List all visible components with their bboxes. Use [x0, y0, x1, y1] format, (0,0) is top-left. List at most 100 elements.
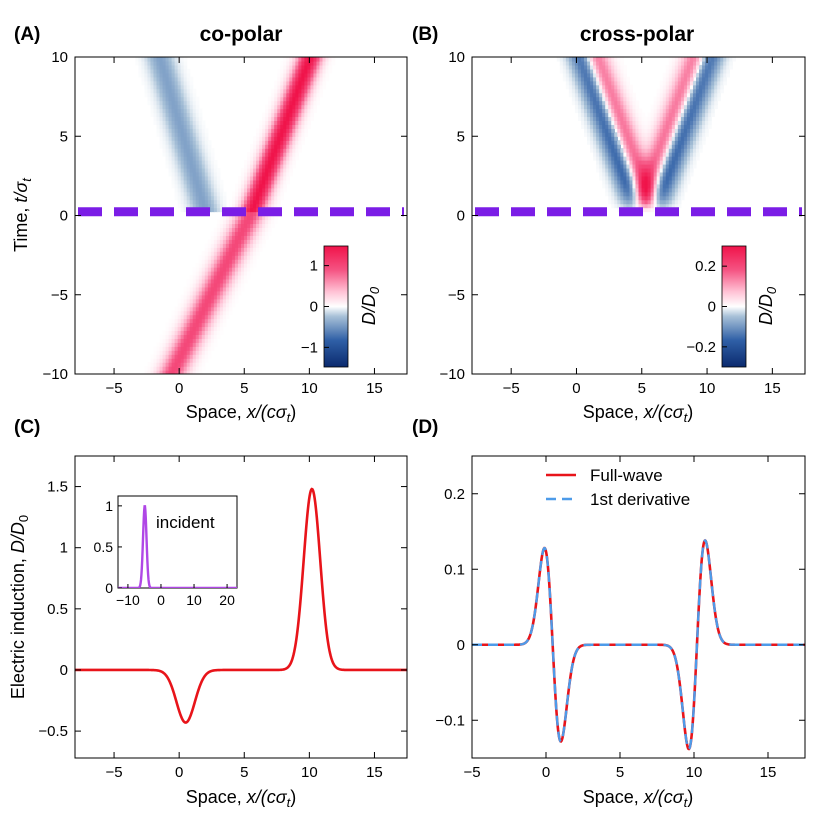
- heatmap-cell: [201, 310, 206, 316]
- heatmap-cell: [608, 88, 612, 94]
- heatmap-cell: [250, 227, 254, 232]
- heatmap-cell: [301, 108, 305, 114]
- heatmap-cell: [301, 140, 305, 145]
- heatmap-cell: [611, 76, 615, 82]
- heatmap-cell: [162, 104, 167, 110]
- heatmap-cell: [216, 219, 221, 225]
- heatmap-cell: [195, 167, 200, 173]
- heatmap-cell: [165, 84, 170, 90]
- heatmap-cell: [268, 96, 272, 102]
- heatmap-cell: [680, 108, 685, 114]
- heatmap-cell: [247, 259, 251, 264]
- heatmap-cell: [280, 100, 284, 106]
- y-tick-label: −10: [440, 366, 465, 383]
- heatmap-cell: [587, 60, 591, 66]
- heatmap-cell: [632, 167, 637, 173]
- heatmap-cell: [213, 183, 218, 189]
- heatmap-cell: [186, 140, 191, 145]
- heatmap-cell: [186, 318, 191, 324]
- heatmap-cell: [192, 116, 197, 121]
- heatmap-cell: [696, 136, 700, 141]
- colorbar-tick-label: 0: [310, 299, 318, 316]
- heatmap-cell: [168, 167, 173, 173]
- heatmap-cell: [641, 144, 646, 149]
- heatmap-cell: [705, 104, 709, 110]
- heatmap-cell: [183, 338, 188, 343]
- heatmap-cell: [195, 163, 200, 169]
- heatmap-cell: [605, 136, 609, 141]
- heatmap-cell: [162, 334, 167, 339]
- heatmap-cell: [647, 124, 652, 129]
- heatmap-cell: [602, 152, 606, 157]
- heatmap-cell: [686, 136, 691, 141]
- heatmap-cell: [174, 136, 179, 141]
- heatmap-cell: [590, 120, 594, 125]
- heatmap-cell: [262, 223, 266, 228]
- heatmap-cell: [626, 156, 631, 161]
- heatmap-cell: [177, 342, 182, 347]
- heatmap-cell: [632, 112, 637, 118]
- heatmap-cell: [159, 116, 164, 121]
- heatmap-cell: [247, 223, 251, 228]
- heatmap-cell: [611, 132, 615, 137]
- heatmap-cell: [177, 302, 182, 308]
- heatmap-cell: [225, 235, 230, 240]
- heatmap-cell: [195, 366, 200, 371]
- heatmap-cell: [577, 60, 582, 66]
- heatmap-cell: [213, 338, 218, 343]
- heatmap-cell: [165, 72, 170, 78]
- heatmap-cell: [165, 358, 170, 363]
- heatmap-cell: [174, 346, 179, 351]
- heatmap-cell: [189, 195, 194, 201]
- heatmap-cell: [198, 362, 203, 367]
- heatmap-cell: [590, 140, 594, 145]
- heatmap-cell: [180, 171, 185, 177]
- heatmap-cell: [650, 152, 655, 157]
- heatmap-cell: [286, 132, 290, 137]
- heatmap-cell: [250, 215, 254, 221]
- heatmap-cell: [292, 140, 296, 145]
- heatmap-cell: [274, 152, 278, 157]
- heatmap-cell: [213, 187, 218, 193]
- heatmap-cell: [571, 57, 576, 62]
- heatmap-cell: [702, 88, 706, 94]
- heatmap-cell: [611, 203, 615, 209]
- heatmap-cell: [231, 290, 236, 296]
- heatmap-cell: [590, 92, 594, 98]
- heatmap-cell: [271, 88, 275, 94]
- heatmap-cell: [617, 183, 621, 189]
- heatmap-cell: [647, 148, 652, 153]
- heatmap-cell: [192, 326, 197, 332]
- heatmap-cell: [599, 148, 603, 153]
- heatmap-cell: [231, 302, 236, 308]
- heatmap-cell: [265, 140, 269, 145]
- heatmap-cell: [210, 167, 215, 173]
- heatmap-cell: [298, 148, 302, 153]
- heatmap-cell: [222, 191, 227, 197]
- heatmap-cell: [195, 136, 200, 141]
- heatmap-cell: [189, 199, 194, 205]
- heatmap-cell: [310, 68, 315, 74]
- heatmap-cell: [647, 132, 652, 137]
- heatmap-cell: [147, 100, 152, 106]
- heatmap-cell: [677, 76, 682, 82]
- heatmap-cell: [638, 108, 643, 114]
- heatmap-cell: [623, 199, 627, 205]
- heatmap-cell: [696, 72, 700, 78]
- heatmap-cell: [222, 294, 227, 300]
- heatmap-cell: [620, 80, 624, 86]
- heatmap-cell: [168, 112, 173, 118]
- heatmap-cell: [259, 128, 263, 133]
- heatmap-cell: [171, 96, 176, 102]
- heatmap-cell: [662, 76, 667, 82]
- y-tick-label: 5: [457, 128, 465, 145]
- heatmap-cell: [280, 104, 284, 110]
- heatmap-cell: [198, 370, 203, 374]
- heatmap-cell: [180, 322, 185, 328]
- heatmap-cell: [165, 112, 170, 118]
- heatmap-cell: [611, 68, 615, 74]
- heatmap-cell: [659, 148, 664, 153]
- heatmap-cell: [626, 88, 631, 94]
- heatmap-cell: [307, 88, 312, 94]
